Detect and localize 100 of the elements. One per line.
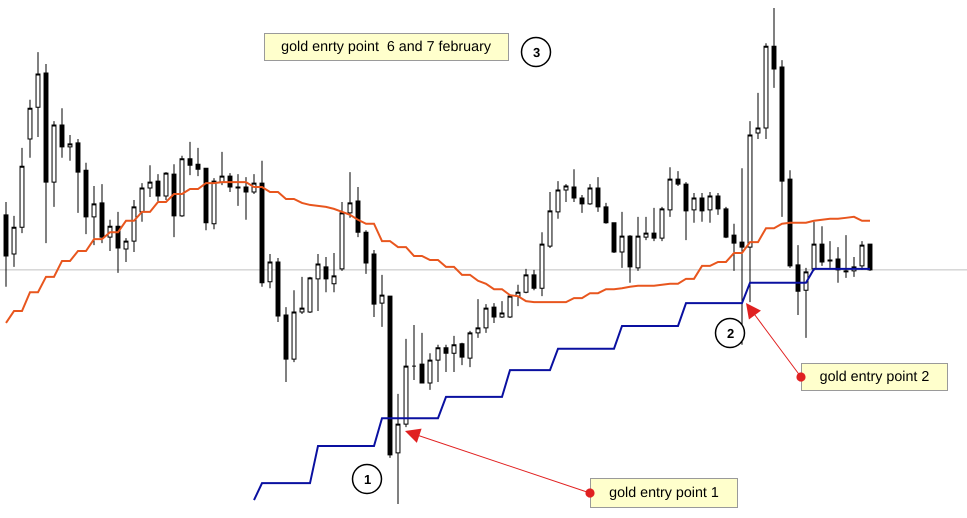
candlestick	[100, 184, 104, 244]
candlestick	[388, 296, 392, 458]
candlestick	[348, 172, 352, 218]
annotation: 2	[727, 326, 734, 341]
candlestick	[540, 232, 544, 297]
candlestick	[204, 168, 208, 231]
candlestick	[676, 170, 680, 187]
candlestick	[508, 294, 512, 318]
candlestick	[380, 274, 384, 328]
candlestick	[308, 276, 312, 314]
candlestick	[188, 141, 192, 176]
candlestick	[860, 240, 864, 270]
candlestick	[20, 147, 24, 234]
candlestick	[572, 168, 576, 202]
candlestick	[524, 268, 528, 294]
candlestick	[868, 244, 872, 272]
candlestick	[156, 174, 160, 202]
candlestick	[148, 164, 152, 198]
candlestick	[764, 42, 768, 140]
candlestick	[244, 176, 248, 220]
candlestick	[748, 120, 752, 303]
candlestick	[460, 342, 464, 366]
candlestick	[92, 186, 96, 246]
candlestick	[220, 151, 224, 186]
candlestick	[604, 202, 608, 224]
candlestick	[452, 335, 456, 373]
candlestick	[268, 254, 272, 289]
candlestick	[628, 234, 632, 284]
candlestick	[548, 192, 552, 249]
candlestick	[212, 178, 216, 230]
candlestick	[412, 324, 416, 380]
candlestick	[324, 256, 328, 293]
candlestick	[668, 166, 672, 218]
annotation: 3	[533, 45, 540, 60]
candlestick	[60, 108, 64, 158]
candlestick	[84, 162, 88, 235]
candlestick	[404, 338, 408, 428]
candlestick	[36, 52, 40, 138]
candlestick	[828, 240, 832, 268]
candlestick	[500, 300, 504, 318]
candlestick	[716, 192, 720, 216]
candlestick	[660, 206, 664, 242]
candlestick	[340, 201, 344, 272]
candlestick	[28, 99, 32, 158]
candlestick	[396, 393, 400, 504]
candlestick	[68, 134, 72, 162]
candlestick	[844, 234, 848, 278]
candlestick	[532, 269, 536, 291]
candlestick	[732, 223, 736, 272]
candlestick	[372, 250, 376, 318]
candlestick	[772, 8, 776, 88]
candlestick	[564, 184, 568, 202]
candlestick	[556, 180, 560, 220]
candlestick	[300, 276, 304, 315]
candlestick	[260, 160, 264, 288]
candlestick	[644, 216, 648, 241]
candlestick	[444, 344, 448, 373]
candlestick	[140, 182, 144, 222]
candlestick	[132, 199, 136, 253]
annotation: gold enrty point 6 and 7 february	[281, 39, 492, 55]
candlestick	[420, 332, 424, 384]
candlestick	[164, 172, 168, 200]
candlestick	[236, 174, 240, 206]
candlestick	[284, 306, 288, 382]
candlestick	[364, 230, 368, 274]
candlestick	[756, 92, 760, 140]
candlestick	[636, 216, 640, 272]
candlestick	[692, 192, 696, 224]
candlestick	[804, 267, 808, 338]
candlestick	[476, 298, 480, 338]
candlestick	[12, 215, 16, 268]
candlestick	[492, 302, 496, 324]
candlestick	[316, 254, 320, 312]
candlestick	[4, 201, 8, 288]
annotation: 1	[364, 472, 372, 487]
candlestick	[356, 186, 360, 238]
candlestick	[700, 192, 704, 222]
candlestick	[116, 211, 120, 274]
candlestick	[684, 182, 688, 241]
candlestick	[652, 207, 656, 242]
annotation: gold entry point 1	[609, 485, 719, 501]
candlestick	[596, 176, 600, 212]
candlestick	[484, 304, 488, 334]
candlestick	[44, 64, 48, 244]
candlestick	[52, 120, 56, 208]
candlestick	[620, 211, 624, 268]
candlestick	[436, 344, 440, 382]
candlestick	[172, 164, 176, 238]
candlestick	[332, 252, 336, 293]
candlestick	[724, 206, 728, 239]
candlestick	[124, 238, 128, 262]
annotation: gold entry point 2	[820, 369, 930, 385]
candlestick	[780, 60, 784, 218]
candlestick	[180, 155, 184, 218]
candlestick	[580, 194, 584, 214]
candlestick	[612, 222, 616, 254]
candlestick	[796, 244, 800, 316]
candlestick	[820, 226, 824, 266]
candlestick	[588, 184, 592, 206]
candlestick	[76, 138, 80, 214]
